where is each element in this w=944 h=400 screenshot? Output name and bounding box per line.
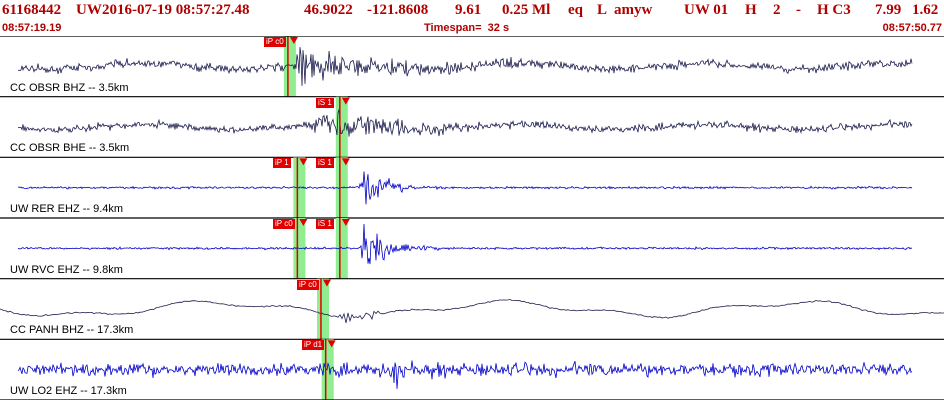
station-label: CC OBSR BHZ -- 3.5km	[10, 82, 129, 94]
phase-window	[283, 36, 296, 97]
station-label: UW LO2 EHZ -- 17.3km	[10, 385, 127, 397]
end-time: 08:57:50.77	[882, 22, 942, 34]
trace-row[interactable]	[0, 36, 944, 98]
waveform	[17, 109, 913, 137]
waveform	[17, 360, 913, 389]
latitude: 46.9022	[304, 2, 353, 18]
pick-label[interactable]: iP d1	[302, 340, 325, 350]
longitude: -121.8608	[367, 2, 429, 18]
red-triangle-icon	[341, 158, 350, 166]
red-triangle-icon	[341, 219, 350, 226]
waveform	[0, 299, 944, 323]
dash: -	[796, 2, 801, 18]
station-label: UW RVC EHZ -- 9.8km	[10, 264, 123, 276]
event-type: eq	[568, 2, 583, 18]
station-label: UW RER EHZ -- 9.4km	[10, 203, 124, 215]
station-label: CC PANH BHZ -- 17.3km	[10, 324, 134, 336]
event-summary-line: 61168442 UW 2016-07-19 08:57:27.48 46.9022-…	[0, 2, 944, 20]
gap: 1.62	[912, 2, 939, 18]
trace-row[interactable]	[0, 96, 944, 158]
seismogram-panel[interactable]: iP c0 CC OBSR BHZ -- 3.5km iS 1 CC OBSR BHE…	[0, 36, 944, 400]
source: UW 01	[684, 2, 729, 18]
flag: L	[597, 2, 608, 18]
event-header: 61168442 UW 2016-07-19 08:57:27.48 46.9022-…	[0, 0, 944, 36]
quality: H	[745, 2, 757, 18]
waveform	[17, 171, 913, 205]
station-label: CC OBSR BHE -- 3.5km	[10, 142, 130, 154]
author: amyw	[614, 2, 653, 18]
rms: 7.99	[875, 2, 902, 18]
phase-window	[317, 278, 329, 340]
pick-label[interactable]: iS 1	[316, 98, 334, 108]
waveform	[17, 47, 913, 86]
pick-label[interactable]: iS 1	[316, 219, 334, 229]
network: UW	[76, 2, 102, 18]
red-triangle-icon	[322, 279, 331, 287]
trace-row[interactable]	[0, 278, 944, 340]
red-triangle-icon	[341, 97, 350, 105]
start-time: 08:57:19.19	[2, 22, 62, 34]
red-triangle-icon	[299, 219, 308, 226]
timespan: Timespan= 32 s	[424, 22, 510, 34]
trace-row[interactable]	[0, 157, 944, 219]
seismogram-svg[interactable]	[0, 36, 944, 400]
pick-label[interactable]: iP c0	[264, 37, 286, 47]
waveform	[17, 223, 913, 265]
event-id: 61168442	[2, 2, 62, 18]
origin-time: 2016-07-19 08:57:27.48	[102, 2, 250, 18]
pick-label[interactable]: iP c0	[273, 219, 295, 229]
extra: H C3	[817, 2, 851, 18]
trace-row[interactable]	[0, 218, 944, 280]
red-triangle-icon	[289, 37, 298, 44]
magnitude: 0.25 Ml	[502, 2, 551, 18]
red-triangle-icon	[327, 340, 336, 348]
pick-label[interactable]: iP c0	[297, 280, 319, 290]
red-triangle-icon	[299, 158, 308, 166]
depth: 9.61	[455, 2, 482, 18]
pick-label[interactable]: iS 1	[316, 158, 334, 168]
phase-window	[321, 339, 334, 400]
pick-label[interactable]: iP 1	[273, 158, 291, 168]
trace-row[interactable]	[0, 339, 944, 400]
version: 2	[773, 2, 781, 18]
